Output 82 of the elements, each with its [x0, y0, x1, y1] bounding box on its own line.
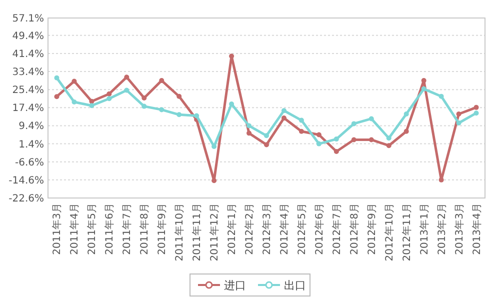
y-tick-label: 17.4% — [12, 103, 44, 114]
x-tick-label: 2011年4月 — [68, 203, 81, 255]
y-tick-label: 33.4% — [12, 67, 44, 78]
x-tick-label: 2013年3月 — [453, 203, 466, 255]
point — [298, 118, 304, 123]
point — [89, 103, 94, 108]
point — [246, 123, 252, 128]
point — [246, 130, 252, 136]
x-tick-label: 2012年3月 — [261, 203, 273, 255]
point — [264, 142, 269, 148]
point — [212, 178, 217, 184]
x-tick-label: 2012年11月 — [400, 203, 413, 262]
point — [334, 136, 339, 142]
point — [421, 86, 426, 92]
point — [351, 121, 356, 126]
point — [334, 148, 339, 154]
y-tick-label: -6.6% — [14, 157, 44, 168]
point — [386, 136, 392, 141]
x-tick-label: 2012年4月 — [278, 203, 290, 255]
x-tick-label: 2013年1月 — [418, 203, 430, 255]
y-tick-label: 41.4% — [12, 48, 44, 60]
y-tick-label: -22.6% — [8, 194, 44, 204]
x-tick-label: 2011年5月 — [86, 203, 98, 255]
x-tick-label: 2011年3月 — [51, 203, 64, 255]
point — [124, 88, 130, 93]
point — [72, 100, 77, 105]
point — [404, 111, 409, 116]
y-tick-label: -14.6% — [8, 175, 44, 186]
y-tick-label: 25.4% — [12, 85, 44, 96]
point — [281, 108, 286, 114]
x-tick-label: 2012年6月 — [313, 203, 326, 255]
x-tick-label: 2013年2月 — [436, 203, 448, 255]
point — [142, 104, 147, 109]
point — [368, 116, 374, 122]
point — [316, 132, 322, 138]
point — [351, 137, 356, 142]
point — [159, 78, 164, 84]
point — [474, 104, 479, 110]
x-tick-label: 2011年9月 — [156, 203, 168, 255]
x-tick-label: 2011年11月 — [191, 203, 204, 262]
point — [438, 177, 444, 182]
y-tick-label: 57.1% — [12, 14, 44, 24]
x-tick-label: 2011年7月 — [121, 203, 134, 255]
point — [124, 74, 130, 80]
x-tick-label: 2012年5月 — [296, 203, 308, 255]
x-tick-label: 2012年7月 — [330, 203, 343, 255]
point — [264, 133, 269, 138]
point — [159, 107, 164, 112]
point — [54, 75, 60, 80]
legend-label: 出口 — [284, 279, 306, 292]
point — [404, 128, 409, 134]
x-tick-label: 2012年8月 — [348, 203, 360, 255]
x-tick-label: 2012年2月 — [244, 203, 256, 255]
point — [386, 143, 392, 148]
point — [316, 141, 322, 146]
y-tick-label: 9.4% — [18, 121, 44, 132]
point — [194, 113, 200, 118]
point — [456, 111, 462, 116]
x-tick-label: 2011年12月 — [208, 203, 221, 262]
x-tick-label: 2011年8月 — [138, 203, 151, 255]
y-tick-label: 1.4% — [18, 139, 44, 150]
point — [281, 116, 286, 121]
x-tick-label: 2012年10月 — [383, 203, 396, 262]
point — [438, 94, 444, 99]
point — [142, 95, 147, 100]
point — [474, 110, 479, 116]
x-tick-label: 2011年6月 — [104, 203, 116, 255]
x-tick-label: 2011年10月 — [174, 203, 186, 262]
x-tick-label: 2012年1月 — [226, 203, 238, 255]
point — [176, 94, 182, 99]
point — [298, 128, 304, 134]
point — [456, 120, 462, 126]
point — [106, 91, 112, 96]
point — [72, 78, 77, 84]
legend-label: 进口 — [224, 279, 246, 292]
point — [54, 94, 60, 100]
point — [106, 96, 112, 102]
x-tick-label: 2012年9月 — [366, 203, 378, 255]
x-tick-label: 2013年4月 — [470, 203, 483, 255]
point — [176, 112, 182, 118]
y-tick-label: 49.4% — [12, 30, 44, 42]
point — [368, 137, 374, 142]
